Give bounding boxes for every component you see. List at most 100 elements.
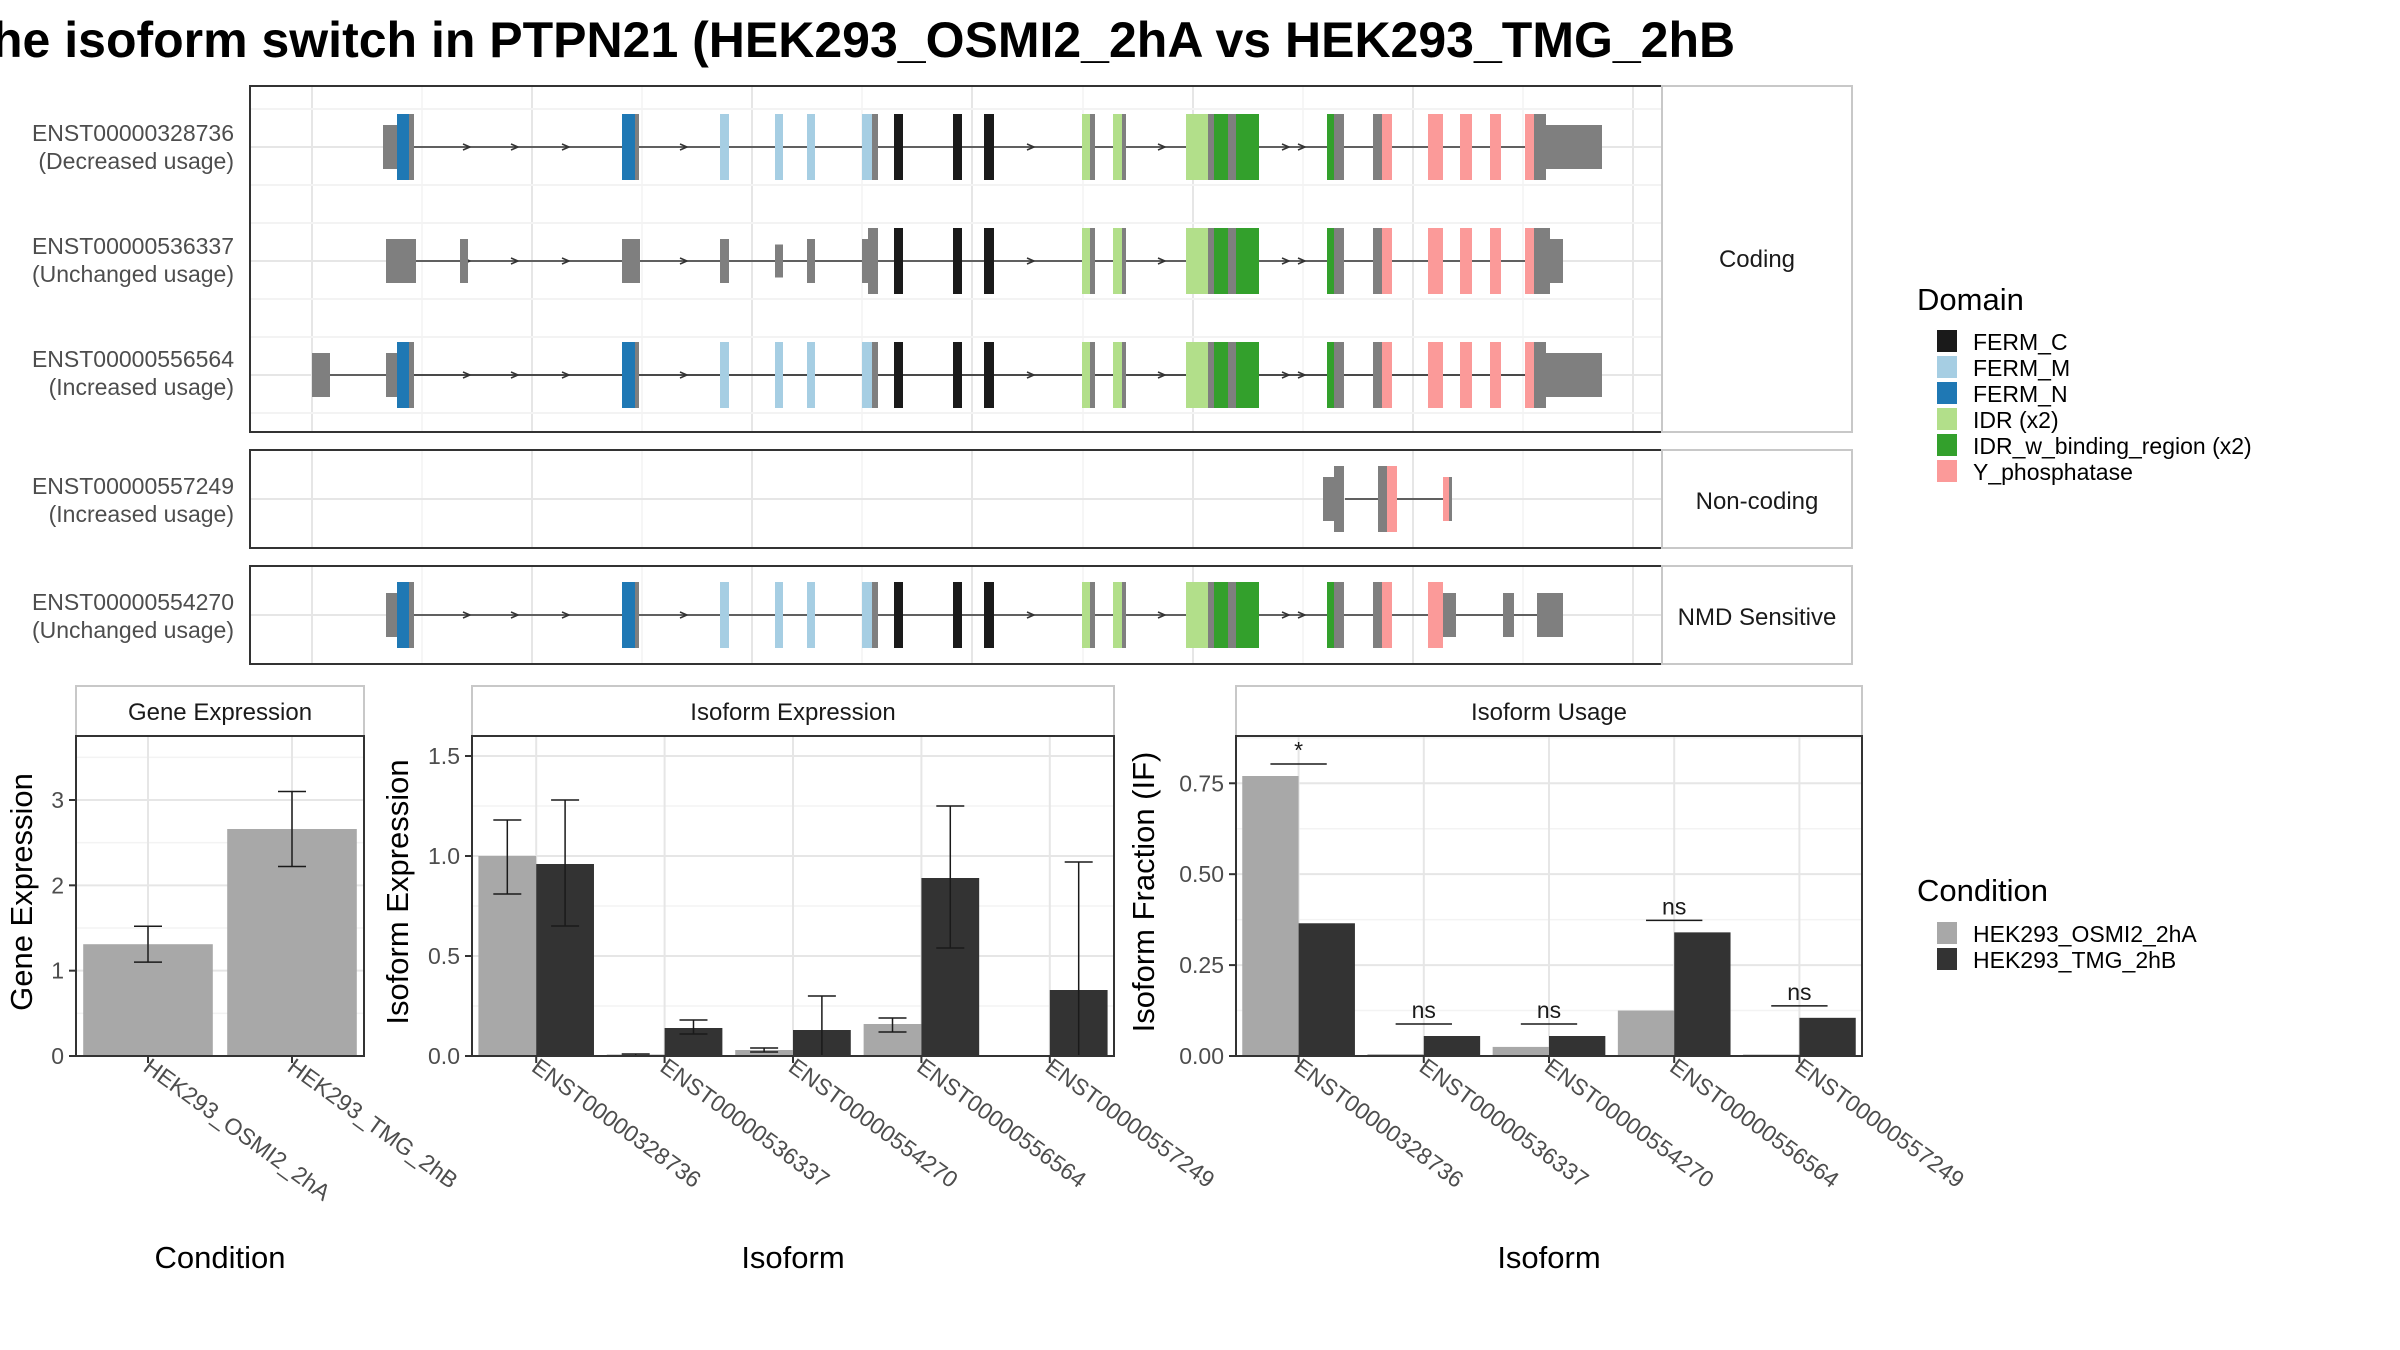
exon-block <box>807 239 815 283</box>
exon-block <box>775 244 783 278</box>
legend-label-condA: HEK293_OSMI2_2hA <box>1973 921 2197 947</box>
domain-block <box>1490 342 1501 408</box>
exon-block <box>1090 228 1095 294</box>
domain-block <box>807 582 815 648</box>
exon-block <box>1503 593 1514 637</box>
domain-block <box>622 582 635 648</box>
exon-block <box>872 114 878 180</box>
transcript-id-label: ENST00000536337 <box>32 233 234 259</box>
exon-block <box>386 353 398 397</box>
intron-arrow <box>462 143 472 151</box>
bar <box>1674 932 1731 1056</box>
domain-block <box>1236 114 1259 180</box>
domain-block <box>1327 114 1334 180</box>
exon-block <box>1334 114 1344 180</box>
exon-block <box>635 342 639 408</box>
exon-block <box>1122 582 1126 648</box>
panel-title: Isoform Expression <box>690 699 895 726</box>
domain-block <box>807 114 815 180</box>
y-tick-label: 2 <box>51 872 64 898</box>
intron-arrow <box>679 257 689 265</box>
exon-block <box>1208 228 1214 294</box>
exon-block <box>862 239 870 283</box>
bar <box>1492 1046 1549 1056</box>
exon-block <box>383 125 398 169</box>
exon-block <box>1378 466 1387 532</box>
legend-swatch <box>1937 460 1957 482</box>
significance-label: ns <box>1787 979 1811 1005</box>
intron-arrow <box>1026 611 1036 619</box>
y-tick-label: 1.5 <box>428 743 460 769</box>
domain-block <box>984 114 994 180</box>
intron-arrow <box>1297 257 1307 265</box>
bar <box>1423 1036 1481 1056</box>
domain-block <box>622 114 635 180</box>
exon-block <box>1539 228 1550 294</box>
domain-block <box>1490 228 1501 294</box>
legend-swatch <box>1937 408 1957 430</box>
legend-label: FERM_C <box>1973 329 2068 355</box>
intron-arrow <box>1157 143 1167 151</box>
domain-block <box>1443 477 1449 521</box>
intron-arrow <box>1281 257 1291 265</box>
exon-block <box>872 342 878 408</box>
panel-title: Isoform Usage <box>1471 699 1627 726</box>
significance-label: * <box>1294 737 1303 763</box>
y-tick-label: 0.0 <box>428 1043 460 1069</box>
domain-block <box>1525 228 1534 294</box>
intron-arrow <box>510 257 520 265</box>
intron-arrow <box>510 143 520 151</box>
exon-block <box>1228 114 1236 180</box>
y-tick-label: 1.0 <box>428 843 460 869</box>
domain-block <box>1082 582 1090 648</box>
domain-block <box>953 582 962 648</box>
exon-block <box>1090 582 1095 648</box>
domain-block <box>894 582 903 648</box>
isoform-usage-chart: Isoform Usage Isoform Fraction (IF) Isof… <box>1126 685 1969 1275</box>
exon-block <box>1546 353 1602 397</box>
legend-swatch <box>1937 382 1957 404</box>
exon-block <box>872 228 878 294</box>
intron-arrow <box>561 257 571 265</box>
exon-block <box>1122 228 1126 294</box>
domain-block <box>1113 582 1122 648</box>
transcript-structure-chart: Coding Non-coding NMD Sensitive ENST0000… <box>32 85 1853 665</box>
exon-block <box>1208 114 1214 180</box>
intron-arrow <box>561 611 571 619</box>
significance-label: ns <box>1537 997 1561 1023</box>
intron-arrow <box>1157 257 1167 265</box>
intron-arrow <box>462 611 472 619</box>
domain-block <box>397 582 409 648</box>
domain-block <box>984 342 994 408</box>
intron-arrow <box>1297 611 1307 619</box>
intron-arrow <box>510 611 520 619</box>
exon-block <box>1090 114 1095 180</box>
exon-block <box>409 582 414 648</box>
strip-label-noncoding: Non-coding <box>1696 488 1819 515</box>
legend-label: FERM_N <box>1973 381 2068 407</box>
intron-arrow <box>1157 611 1167 619</box>
panel-border <box>471 735 1115 1057</box>
exon-block <box>1449 477 1452 521</box>
intron-arrow <box>679 143 689 151</box>
domain-block <box>1214 342 1228 408</box>
domain-block <box>1382 228 1392 294</box>
exon-block <box>1443 593 1456 637</box>
domain-block <box>1236 342 1259 408</box>
exon-block <box>1546 125 1602 169</box>
exon-block <box>1539 114 1546 180</box>
exon-block <box>1373 582 1382 648</box>
domain-block <box>397 342 409 408</box>
exon-block <box>1550 239 1563 283</box>
exon-block <box>1208 342 1214 408</box>
domain-block <box>1327 228 1334 294</box>
domain-block <box>1460 342 1472 408</box>
transcript-usage-label: (Increased usage) <box>49 374 234 400</box>
intron-arrow <box>1281 143 1291 151</box>
domain-block <box>1428 582 1443 648</box>
domain-block <box>1186 228 1208 294</box>
domain-block <box>953 228 962 294</box>
y-tick-label: 0.00 <box>1179 1043 1224 1069</box>
domain-block <box>1186 114 1208 180</box>
domain-block <box>984 582 994 648</box>
